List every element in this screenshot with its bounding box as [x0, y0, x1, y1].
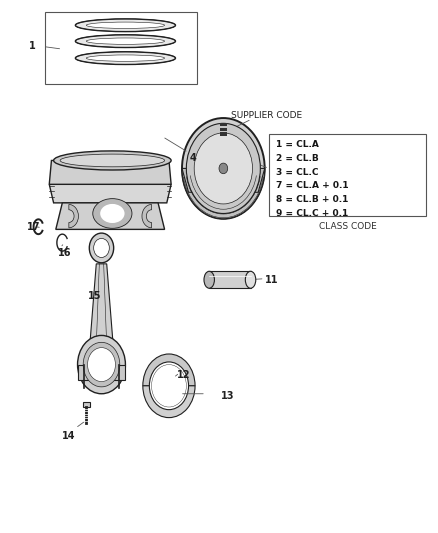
Text: 1 = CL.A: 1 = CL.A: [276, 140, 318, 149]
Ellipse shape: [88, 348, 116, 382]
Bar: [220, 132, 227, 135]
Ellipse shape: [94, 238, 110, 257]
Bar: [220, 127, 227, 131]
Bar: [45, 12, 197, 84]
Ellipse shape: [83, 342, 120, 387]
Ellipse shape: [75, 52, 176, 64]
Ellipse shape: [100, 204, 124, 223]
Text: 12: 12: [177, 370, 191, 380]
Polygon shape: [56, 203, 165, 229]
Ellipse shape: [182, 118, 265, 219]
Ellipse shape: [86, 55, 165, 61]
Polygon shape: [49, 160, 171, 184]
Wedge shape: [69, 205, 78, 228]
Text: 9 = CL.C + 0.1: 9 = CL.C + 0.1: [276, 209, 348, 218]
Text: 13: 13: [221, 391, 234, 401]
FancyBboxPatch shape: [269, 134, 426, 216]
Ellipse shape: [53, 151, 171, 170]
Ellipse shape: [75, 35, 176, 47]
Text: 8 = CL.B + 0.1: 8 = CL.B + 0.1: [276, 195, 348, 204]
Ellipse shape: [75, 19, 176, 31]
Wedge shape: [182, 168, 265, 219]
Ellipse shape: [78, 335, 125, 394]
Polygon shape: [209, 271, 251, 288]
Text: 11: 11: [265, 274, 278, 285]
Wedge shape: [143, 354, 195, 386]
Text: 4: 4: [190, 153, 196, 163]
Bar: [220, 123, 227, 126]
Text: 2 = CL.B: 2 = CL.B: [276, 154, 318, 163]
Wedge shape: [142, 205, 152, 228]
Wedge shape: [143, 386, 195, 418]
Text: 17: 17: [27, 222, 41, 232]
Text: 3 = CL.C: 3 = CL.C: [276, 168, 318, 177]
Bar: [83, 402, 90, 407]
Ellipse shape: [86, 38, 165, 44]
Ellipse shape: [60, 154, 165, 167]
Polygon shape: [78, 365, 125, 381]
Ellipse shape: [89, 233, 114, 263]
Polygon shape: [49, 184, 171, 203]
Ellipse shape: [219, 163, 228, 174]
Ellipse shape: [86, 22, 165, 28]
Text: 7 = CL.A + 0.1: 7 = CL.A + 0.1: [276, 182, 348, 190]
Ellipse shape: [93, 199, 132, 228]
Text: 16: 16: [58, 248, 71, 259]
Polygon shape: [89, 264, 114, 351]
Ellipse shape: [186, 123, 260, 214]
Text: 14: 14: [62, 431, 76, 441]
Ellipse shape: [245, 271, 256, 288]
Ellipse shape: [194, 133, 253, 204]
Text: CLASS CODE: CLASS CODE: [318, 222, 376, 231]
Ellipse shape: [204, 271, 215, 288]
Text: SUPPLIER CODE: SUPPLIER CODE: [231, 111, 302, 120]
Text: 15: 15: [88, 290, 102, 301]
Text: 1: 1: [28, 42, 35, 52]
